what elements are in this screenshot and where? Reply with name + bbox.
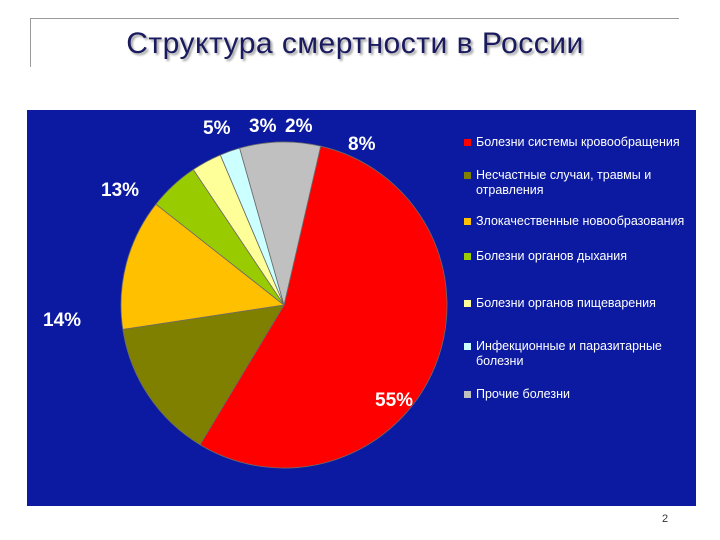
slice-data-label: 5% xyxy=(203,118,231,139)
legend-label: Инфекционные и паразитарные болезни xyxy=(476,339,662,368)
slice-data-label: 2% xyxy=(285,116,313,137)
legend-item: Прочие болезни xyxy=(464,387,694,402)
legend-label: Болезни системы кровообращения xyxy=(476,135,680,149)
legend-swatch xyxy=(464,300,471,307)
slice-data-label: 3% xyxy=(249,116,277,137)
legend-swatch xyxy=(464,253,471,260)
slice-data-label: 8% xyxy=(348,134,376,155)
legend-label: Болезни органов пищеварения xyxy=(476,296,656,310)
legend-swatch xyxy=(464,172,471,179)
slide-title: Структура смертности в России xyxy=(126,27,584,60)
page-number: 2 xyxy=(662,513,669,525)
legend-swatch xyxy=(464,391,471,398)
legend-swatch xyxy=(464,218,471,225)
slice-data-label: 55% xyxy=(375,390,413,411)
legend-item: Болезни органов дыхания xyxy=(464,249,694,264)
legend-swatch xyxy=(464,343,471,350)
legend-item: Болезни системы кровообращения xyxy=(464,135,694,150)
slice-data-label: 13% xyxy=(101,180,139,201)
legend-swatch xyxy=(464,139,471,146)
legend-label: Злокачественные новообразования xyxy=(476,214,685,228)
legend-item: Болезни органов пищеварения xyxy=(464,296,694,311)
legend-item: Инфекционные и паразитарные болезни xyxy=(464,339,694,369)
legend-label: Прочие болезни xyxy=(476,387,570,401)
pie-slice xyxy=(239,141,322,306)
title-frame: Структура смертности в России xyxy=(30,18,679,67)
legend-label: Несчастные случаи, травмы и отравления xyxy=(476,168,652,197)
pie-chart: 55% 14% 13% 5% 3% 2% 8% xyxy=(43,116,448,469)
chart-panel: 55% 14% 13% 5% 3% 2% 8% Болезни системы кровоо… xyxy=(27,110,696,506)
pie-slice xyxy=(120,203,285,330)
legend-label: Болезни органов дыхания xyxy=(476,249,628,263)
legend-item: Злокачественные новообразования xyxy=(464,214,694,229)
pie-slice xyxy=(199,145,448,469)
chart-legend: Болезни системы кровообращения Несчастные… xyxy=(464,135,694,402)
legend-item: Несчастные случаи, травмы и отравления xyxy=(464,168,694,198)
pie-slice xyxy=(122,304,285,446)
slice-data-label: 14% xyxy=(43,310,81,331)
